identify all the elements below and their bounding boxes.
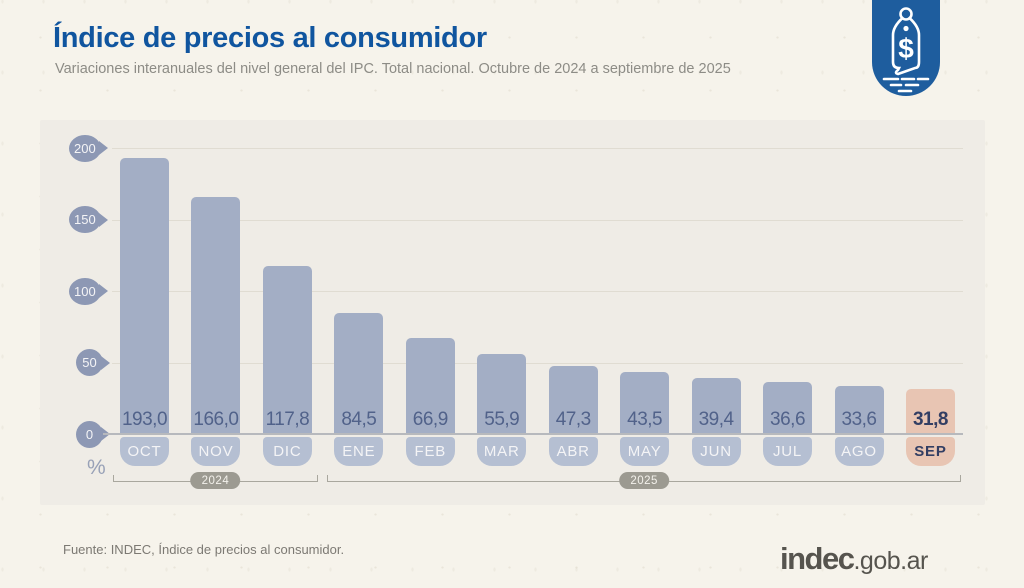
month-pill-jul: JUL <box>763 437 813 466</box>
bar-value-label: 117,8 <box>265 408 310 430</box>
bar-value-label: 55,9 <box>484 408 520 430</box>
dollar-symbol: $ <box>898 33 914 64</box>
month-pill-sep: SEP <box>905 437 955 466</box>
bar-jun: 39,4 <box>691 377 741 434</box>
bar-jul: 36,6 <box>763 381 813 434</box>
bar-ago: 33,6 <box>834 385 884 434</box>
month-pill-dic: DIC <box>262 437 312 466</box>
year-bracket-2025: 2025 <box>327 472 961 489</box>
price-tag-badge: $ <box>872 0 940 96</box>
month-pill-oct: OCT <box>120 437 169 466</box>
bar-value-label: 47,3 <box>555 408 591 430</box>
gridline-50 <box>112 362 963 364</box>
y-axis-tick-50: 50 <box>76 349 110 376</box>
month-pill-ago: AGO <box>834 437 884 466</box>
bar-value-label: 33,6 <box>841 408 877 430</box>
price-tag-icon: $ <box>882 7 930 93</box>
bar-nov: 166,0 <box>191 196 241 434</box>
bar-value-label: 39,4 <box>698 408 734 430</box>
y-axis-tick-200: 200 <box>69 134 108 162</box>
gridline-150 <box>112 219 963 221</box>
gridline-100 <box>112 291 963 292</box>
bar-abr: 47,3 <box>548 366 598 434</box>
y-axis-tick-150: 150 <box>69 206 108 233</box>
y-axis-tick-0: 0 <box>76 420 110 448</box>
bar-value-label: 166,0 <box>193 408 239 430</box>
bar-value-label: 36,6 <box>770 408 806 430</box>
bar-sep: 31,8 <box>905 388 955 434</box>
month-pill-nov: NOV <box>191 437 241 466</box>
month-pill-feb: FEB <box>405 437 455 466</box>
bar-dic: 117,8 <box>262 265 312 434</box>
x-axis-baseline <box>103 433 963 435</box>
bar-value-label: 66,9 <box>412 408 448 430</box>
year-bracket-2024: 2024 <box>113 472 318 489</box>
page-title: Índice de precios al consumidor <box>53 22 487 54</box>
bar-value-label: 84,5 <box>341 408 377 430</box>
page-subtitle: Variaciones interanuales del nivel gener… <box>55 61 731 77</box>
bar-ene: 84,5 <box>334 313 384 434</box>
source-note: Fuente: INDEC, Índice de precios al cons… <box>63 542 345 557</box>
bar-value-label: 193,0 <box>121 408 168 430</box>
indec-logo-wordmark: indec <box>780 541 855 576</box>
bar-mar: 55,9 <box>477 354 527 434</box>
indec-logo-domain: .gob.ar <box>853 547 928 575</box>
year-pill-2024: 2024 <box>190 472 241 489</box>
bar-feb: 66,9 <box>405 338 455 434</box>
year-pill-2025: 2025 <box>619 472 669 489</box>
month-pill-may: MAY <box>620 437 670 466</box>
indec-logo: indec .gob.ar <box>780 541 928 577</box>
month-pill-ene: ENE <box>334 437 384 466</box>
month-pill-abr: ABR <box>548 437 598 466</box>
bar-may: 43,5 <box>620 371 670 434</box>
gridline-200 <box>112 148 963 149</box>
month-pill-jun: JUN <box>691 437 741 466</box>
plot-area: 0 50 100 150 200 193,0 OCT 166,0 NOV 117,8 DIC 84,5… <box>40 120 985 505</box>
bar-value-label: 31,8 <box>912 408 948 430</box>
bar-oct: 193,0 <box>120 158 169 434</box>
chart-panel: 0 50 100 150 200 193,0 OCT 166,0 NOV 117,8 DIC 84,5… <box>40 120 985 505</box>
y-axis-tick-100: 100 <box>69 277 108 305</box>
bar-value-label: 43,5 <box>627 408 663 430</box>
percent-axis-label: % <box>87 456 106 479</box>
month-pill-mar: MAR <box>477 437 527 466</box>
